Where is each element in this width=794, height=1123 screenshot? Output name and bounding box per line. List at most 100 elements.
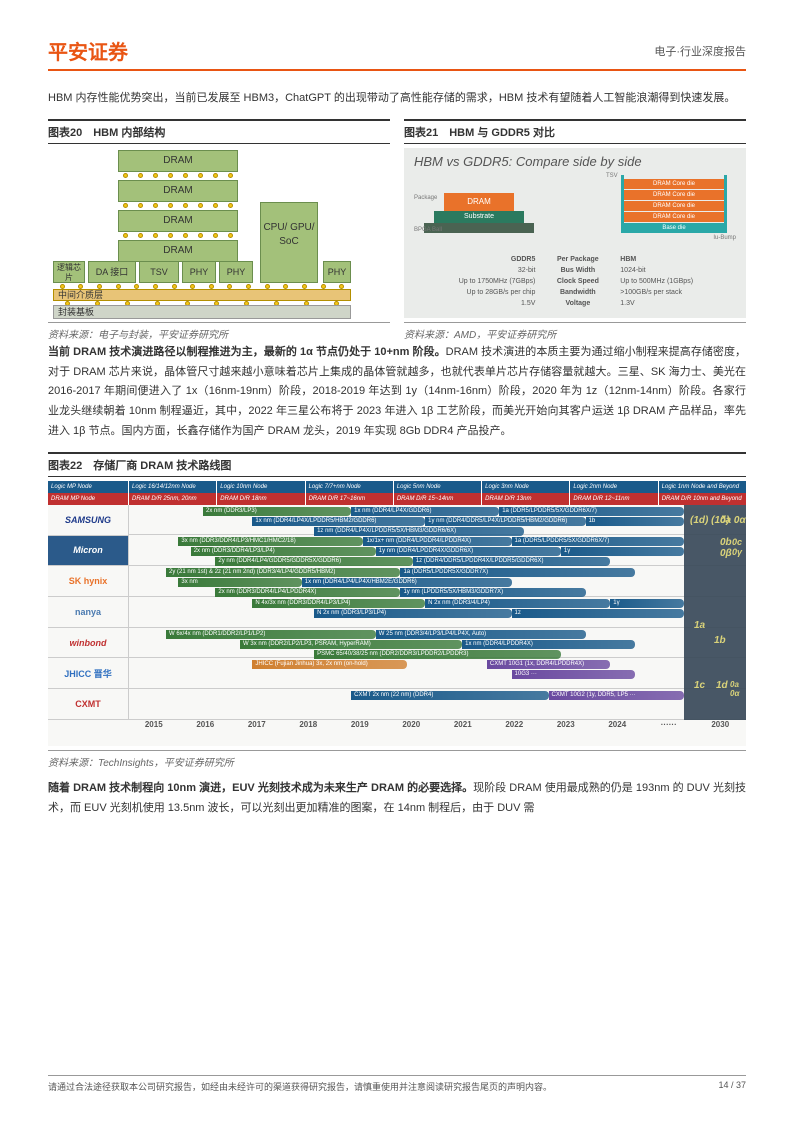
cmp-table: GDDR5Per PackageHBM 32-bitBus Width1024-… xyxy=(414,253,736,310)
roadmap-bar: CXMT 2x nm (22 nm) (DDR4) xyxy=(351,691,548,700)
company-micron: Micron xyxy=(48,536,128,567)
page-header: 平安证券 电子·行业深度报告 xyxy=(48,36,746,71)
roadmap-bar: 1γ xyxy=(610,599,684,608)
company-jhicc 晋华: JHICC 晋华 xyxy=(48,658,128,689)
footer-disclaimer: 请通过合法途径获取本公司研究报告，如经由未经许可的渠道获得研究报告，请慎重使用并… xyxy=(48,1080,552,1093)
roadmap-bar: 1x/1x+ nm (DDR4/LPDDR4/LPDDR4X) xyxy=(363,537,511,546)
fig20-title: 图表20 HBM 内部结构 xyxy=(48,119,390,144)
dram-die-1: DRAM xyxy=(118,240,238,262)
dram-die-3: DRAM xyxy=(118,180,238,202)
roadmap-bar: 1z xyxy=(512,609,685,618)
future-panel: (1d) (1δ) 0a 0α 0b 0β 0c 0γ 1a 1b 1c 1d … xyxy=(684,505,746,720)
year-label: ······ xyxy=(643,720,695,734)
roadmap-bar: 1y nm (DDR4/DDR5/LP4X/LPDDR5/HBM2/GDDR6) xyxy=(425,517,585,526)
gddr5-package: Package DRAM Substrate BPGA Ball xyxy=(414,175,544,245)
fig20-diagram: DRAM DRAM DRAM DRAM 逻辑芯片 DA 接口 TSV PHY P… xyxy=(48,148,390,318)
figure-20: 图表20 HBM 内部结构 DRAM DRAM DRAM DRAM 逻辑芯片 D… xyxy=(48,119,390,341)
year-label: 2015 xyxy=(128,720,180,734)
year-label: 2018 xyxy=(283,720,335,734)
year-label: 2017 xyxy=(231,720,283,734)
company-winbond: winbond xyxy=(48,628,128,659)
year-label: 2030 xyxy=(695,720,747,734)
bumps-row xyxy=(118,173,238,179)
intro-paragraph: HBM 内存性能优势突出，当前已发展至 HBM3，ChatGPT 的出现带动了高… xyxy=(48,89,746,109)
roadmap-bar: 1a (DDR5/LPDDR5X/GDDR7X) xyxy=(400,568,634,577)
roadmap-bar: W 6x/4x nm (DDR1/DDR2/LP1/LP2) xyxy=(166,630,376,639)
year-label: 2019 xyxy=(334,720,386,734)
roadmap-bar: 10G3 ··· xyxy=(512,670,635,679)
bumps-row xyxy=(118,233,238,239)
hbm-core-die: DRAM Core die xyxy=(624,201,724,211)
roadmap-bar: 1y nm (LPDDR5/5X/HBM3/GDDR7X) xyxy=(400,588,585,597)
roadmap-bar: 3x nm xyxy=(178,578,301,587)
roadmap-bar: CXMT 10G2 (1y, DDR5, LP5 ··· xyxy=(549,691,685,700)
figure-21: 图表21 HBM 与 GDDR5 对比 HBM vs GDDR5: Compar… xyxy=(404,119,746,341)
roadmap-bar: 2y (21 nm 1st) & 2z (21 nm 2nd) (DDR3/4/… xyxy=(166,568,400,577)
year-label: 2021 xyxy=(437,720,489,734)
roadmap-bar: W 3x nm (DDR2/LP2/LP3, PSRAM, HyperRAM) xyxy=(240,640,462,649)
interposer: 中间介质层 xyxy=(53,289,351,301)
roadmap-bar: 1a (DDR5/LPDDR5/5X/GDDR6X/7) xyxy=(499,507,684,516)
dram-die-4: DRAM xyxy=(118,150,238,172)
cmp-images: Package DRAM Substrate BPGA Ball TSV DRA… xyxy=(414,175,736,245)
year-label: 2022 xyxy=(489,720,541,734)
hbm-base-die: Base die xyxy=(624,223,724,233)
roadmap-bar: 1z nm (DDR4/LP4X/LPDDR5/5X/HBM3/GDDR6/6X… xyxy=(314,527,524,536)
roadmap-bar: N 2x nm (DDR3/4/LP4) xyxy=(425,599,610,608)
roadmap-bar: 1x nm (DDR4/LP4X/GDDR6) xyxy=(351,507,499,516)
roadmap-bar: 1z (DDR4/DDR5/LPDDR4X/LPDDR5/GDDR6X) xyxy=(413,557,610,566)
phy-block-2: PHY xyxy=(219,261,253,283)
tsv-block: TSV xyxy=(139,261,179,283)
fig21-diagram: HBM vs GDDR5: Compare side by side Packa… xyxy=(404,148,746,318)
paragraph-1: 当前 DRAM 技术演进路径以制程推进为主，最新的 1α 节点仍处于 10+nm… xyxy=(48,343,746,442)
roadmap-bar: N 4x/3x nm (DDR3/DDR4/LP3/LP4) xyxy=(252,599,425,608)
roadmap-bar: JHICC (Fujian Jinhua) 3x, 2x nm (on-hold… xyxy=(252,660,406,669)
roadmap-bar: N 2x nm (DDR3/LP3/LP4) xyxy=(314,609,511,618)
phy-block-1: PHY xyxy=(182,261,216,283)
roadmap-bar: 3x nm (DDR3/DDR4/LP3/HMC1/HMC2/18) xyxy=(178,537,363,546)
gddr-substrate: Substrate xyxy=(434,211,524,223)
roadmap-years: 2015201620172018201920202021202220232024… xyxy=(48,720,746,734)
paragraph-2: 随着 DRAM 技术制程向 10nm 演进，EUV 光刻技术成为未来生产 DRA… xyxy=(48,779,746,819)
roadmap-bar: 1γ xyxy=(561,547,684,556)
figure-22: 图表22 存储厂商 DRAM 技术路线图 Logic MP Node DRAM … xyxy=(48,452,746,769)
cmp-heading: HBM vs GDDR5: Compare side by side xyxy=(414,154,736,170)
roadmap-bar: 1x nm (DDR4/LP4/LP4X/HBM2E/GDDR6) xyxy=(302,578,512,587)
roadmap-bar: 2x nm (DDR3/DDR4/LP3/LP4) xyxy=(191,547,376,556)
logic-chip: 逻辑芯片 xyxy=(53,261,85,283)
substrate: 封装基板 xyxy=(53,305,351,319)
hbm-core-die: DRAM Core die xyxy=(624,212,724,222)
roadmap-bar: 1b xyxy=(586,517,685,526)
fig22-title: 图表22 存储厂商 DRAM 技术路线图 xyxy=(48,452,746,477)
year-label: 2023 xyxy=(540,720,592,734)
roadmap-header: Logic MP Node DRAM MP Node Logic 16/14/1… xyxy=(48,481,746,505)
roadmap-bar: 1x nm (DDR4/LPDDR4X) xyxy=(462,640,635,649)
da-interface: DA 接口 xyxy=(88,261,136,283)
company-sk hynix: SK hynix xyxy=(48,566,128,597)
roadmap-bar: 1a (DDR5/LPDDR5/5X/GDDR6X/7) xyxy=(512,537,685,546)
company-cxmt: CXMT xyxy=(48,689,128,720)
page-footer: 请通过合法途径获取本公司研究报告，如经由未经许可的渠道获得研究报告，请慎重使用并… xyxy=(48,1075,746,1093)
fig22-source: 资料来源：TechInsights，平安证券研究所 xyxy=(48,750,746,769)
roadmap-bar: 1y nm (DDR4/LPDDR4X/GDDR6X) xyxy=(376,547,561,556)
year-label: 2024 xyxy=(592,720,644,734)
roadmap-body: SAMSUNGMicronSK hynixnanyawinbondJHICC 晋… xyxy=(48,505,746,720)
roadmap-bar: 2x nm (DDR3/LP3) xyxy=(203,507,351,516)
figure-row-20-21: 图表20 HBM 内部结构 DRAM DRAM DRAM DRAM 逻辑芯片 D… xyxy=(48,119,746,341)
year-label: 2020 xyxy=(386,720,438,734)
roadmap-bar: CXMT 10G1 (1x, DDR4/LPDDR4X) xyxy=(487,660,610,669)
logo: 平安证券 xyxy=(48,36,128,65)
company-samsung: SAMSUNG xyxy=(48,505,128,536)
hbm-core-die: DRAM Core die xyxy=(624,179,724,189)
year-label: 2016 xyxy=(180,720,232,734)
gddr-dram: DRAM xyxy=(444,193,514,211)
roadmap-bar: 2x nm (DDR3/DDR4/LP4/LPDDR4X) xyxy=(215,588,400,597)
roadmap-bar: 2y nm (DDR4/LP4/GDDR5/GDDR5X/GDDR6) xyxy=(215,557,412,566)
fig22-roadmap: Logic MP Node DRAM MP Node Logic 16/14/1… xyxy=(48,481,746,746)
hbm-package: TSV DRAM Core die DRAM Core die DRAM Cor… xyxy=(606,175,736,245)
roadmap-bar: PSMC 65/40/38/25 nm (DDR2/DDR3/LPDDR2/LP… xyxy=(314,650,561,659)
page-number: 14 / 37 xyxy=(718,1080,746,1093)
soc-block: CPU/ GPU/ SoC xyxy=(260,202,318,283)
tsv-line xyxy=(724,175,727,233)
phy-block-3: PHY xyxy=(323,261,351,283)
